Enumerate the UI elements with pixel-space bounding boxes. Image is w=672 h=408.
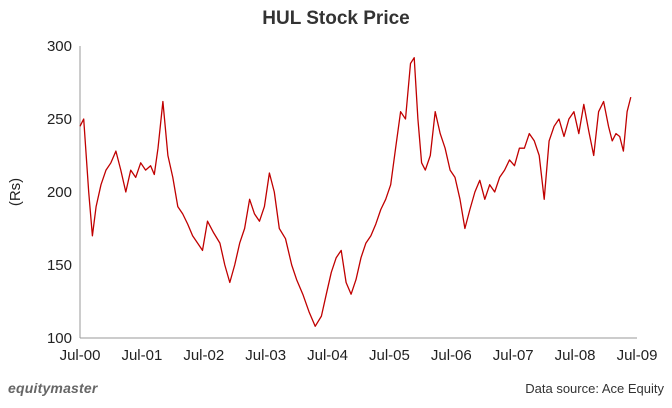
x-tick-label: Jul-07 bbox=[493, 347, 534, 364]
x-tick-label: Jul-04 bbox=[307, 347, 348, 364]
chart-title: HUL Stock Price bbox=[262, 8, 410, 29]
x-axis: Jul-00 Jul-01 Jul-02 Jul-03 Jul-04 Jul-05 Jul-… bbox=[60, 337, 658, 364]
x-tick-label: Jul-06 bbox=[431, 347, 472, 364]
x-tick-label: Jul-09 bbox=[617, 347, 658, 364]
x-tick-label: Jul-08 bbox=[555, 347, 596, 364]
y-tick-label: 150 bbox=[47, 257, 72, 274]
y-tick-label: 300 bbox=[47, 38, 72, 55]
y-tick-label: 250 bbox=[47, 111, 72, 128]
x-tick-label: Jul-05 bbox=[369, 347, 410, 364]
x-tick-label: Jul-00 bbox=[60, 347, 101, 364]
y-tick-label: 200 bbox=[47, 184, 72, 201]
y-axis: 100 150 200 250 300 bbox=[47, 38, 81, 347]
x-tick-label: Jul-03 bbox=[245, 347, 286, 364]
y-axis-label: (Rs) bbox=[7, 178, 24, 206]
y-tick-label: 100 bbox=[47, 330, 72, 347]
series-line bbox=[79, 57, 632, 327]
equitymaster-logo: equitymaster bbox=[8, 380, 98, 396]
data-source-note: Data source: Ace Equity bbox=[525, 381, 664, 396]
x-tick-label: Jul-01 bbox=[121, 347, 162, 364]
x-tick-label: Jul-02 bbox=[183, 347, 224, 364]
